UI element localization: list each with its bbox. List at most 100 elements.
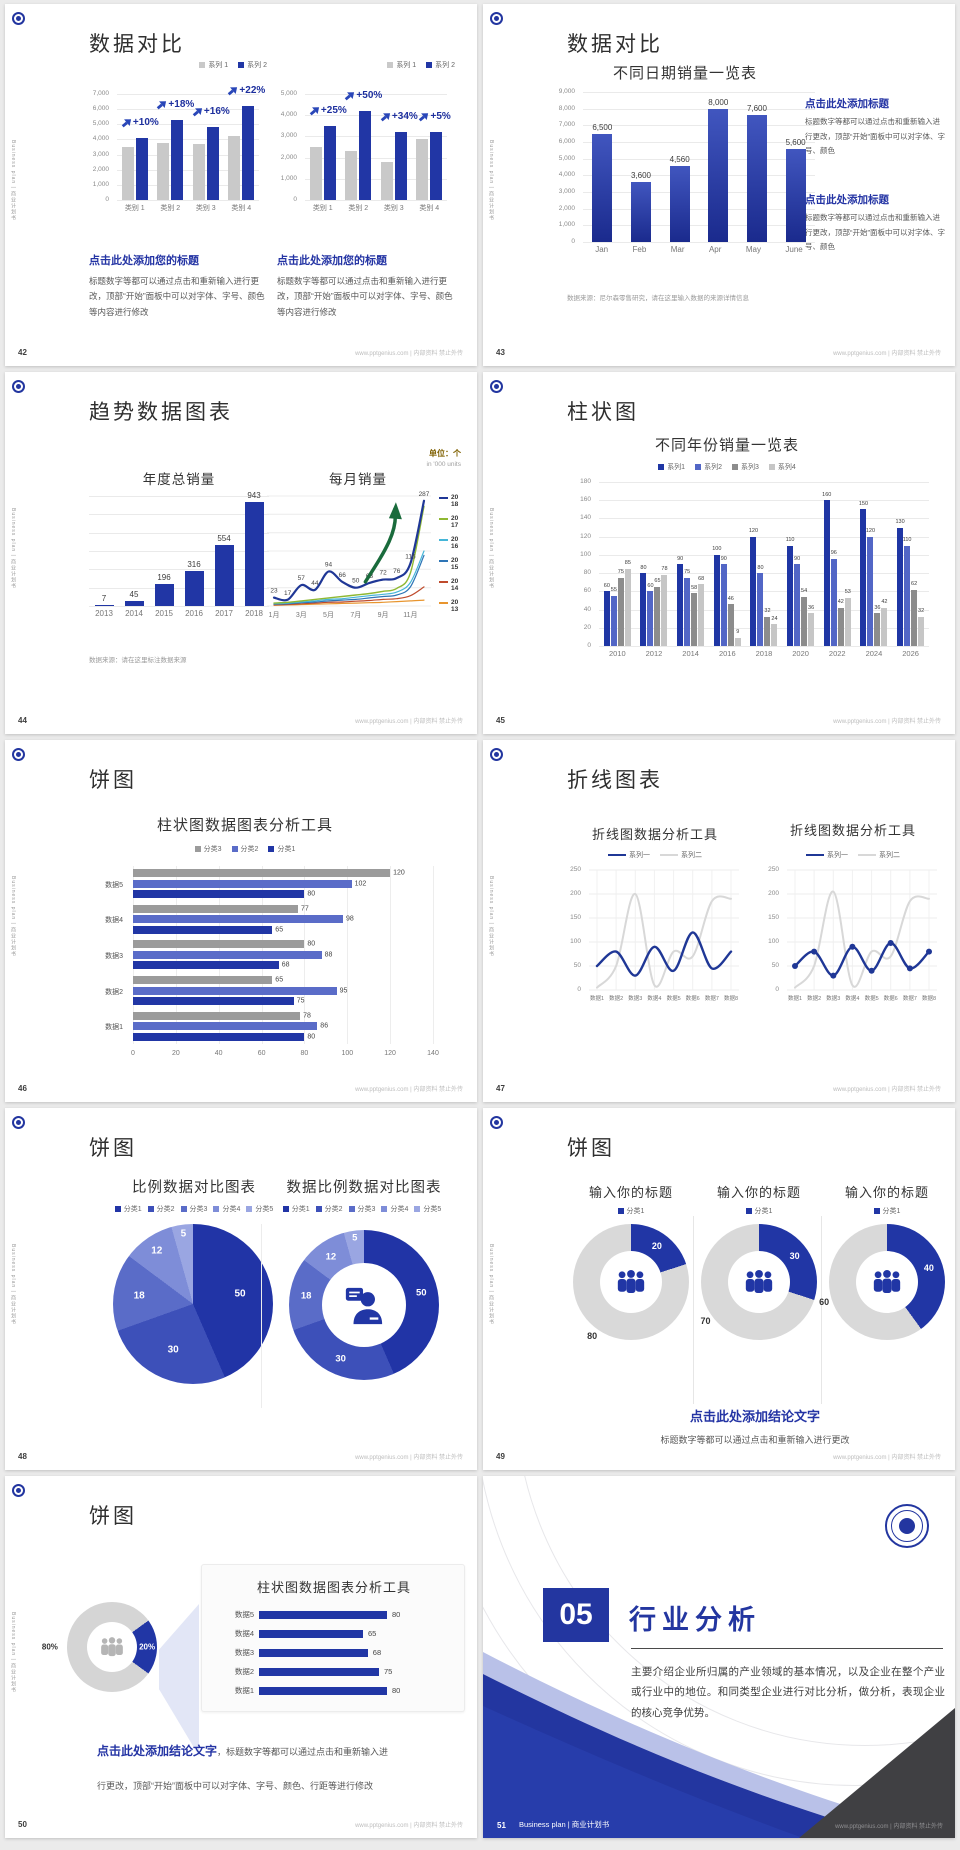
chart-legend: 分类1 分类2 分类3 分类4 分类5 [255, 1204, 469, 1214]
page-number: 44 [18, 716, 27, 725]
chart-legend: 系列一 系列二 [765, 850, 941, 860]
source-note: 数据来源：请在这里标注数据来源 [89, 657, 187, 664]
badge-logo-icon [12, 1116, 25, 1129]
bar-chart: 7,000 6,000 5,000 4,000 3,000 2,000 1,000 0 +10%… [92, 85, 266, 212]
badge-logo-icon [490, 380, 503, 393]
chart-title: 输入你的标题 [588, 1185, 673, 1200]
source-note: 数据来源：尼尔森零售研究，请在这里输入数据的来源详情信息 [567, 295, 749, 302]
page-number: 51 [497, 1821, 506, 1830]
chart-title: 每月销量 [329, 472, 387, 487]
slide-title: 折线图表 [567, 769, 663, 792]
site-footer: www.pptgenius.com | 内部资料 禁止外传 [355, 719, 463, 725]
chart-legend: 系列1 系列2 系列3 系列4 [587, 462, 867, 472]
badge-logo-icon [490, 748, 503, 761]
page-number: 49 [496, 1452, 505, 1461]
divider [821, 1216, 822, 1404]
chart-title: 折线图数据分析工具 [789, 823, 916, 838]
sidebar-vertical-text: Business plan | 商业计划书 [488, 140, 494, 222]
page-number: 46 [18, 1084, 27, 1093]
svg-text:287: 287 [419, 491, 430, 498]
block-heading: 点击此处添加您的标题 [89, 255, 199, 267]
increase-arrow-icon [419, 113, 429, 122]
chart-title: 比例数据对比图表 [132, 1180, 256, 1196]
section-number: 05 [543, 1588, 609, 1642]
svg-text:57: 57 [298, 575, 306, 582]
svg-text:72: 72 [379, 570, 387, 577]
chart-legend: 分类3 分类2 分类1 [105, 844, 385, 854]
slide-title: 饼图 [89, 769, 137, 792]
block-heading: 点击此处添加标题 [805, 98, 889, 110]
line-chart: 250 200 150 100 50 0 数据1 数据2 数据3 数据4 数据5 数据6 数据7 数据8 [570, 866, 739, 1002]
svg-text:76: 76 [393, 568, 401, 575]
year-legend: 20 18 20 17 20 16 20 15 20 14 20 13 [439, 494, 458, 614]
analysis-panel: 柱状图数据图表分析工具 数据5 80 数据4 65 数据3 68 数据2 75 数据1 80 [201, 1564, 465, 1712]
page-number: 47 [496, 1084, 505, 1093]
increase-arrow-icon [309, 107, 319, 116]
chart-legend: 系列 1 系列 2 [155, 60, 267, 70]
slide-50: Business plan | 商业计划书 饼图 20% 80% 柱状图数据图表分… [5, 1476, 477, 1838]
chart-title: 折线图数据分析工具 [591, 827, 718, 842]
chart-title: 数据比例数据对比图表 [286, 1180, 442, 1196]
bar-chart: 9,000 8,000 7,000 6,000 5,000 4,000 3,000 2,000… [547, 86, 827, 286]
sidebar-vertical-text: Business plan | 商业计划书 [10, 1244, 16, 1326]
chart-legend: 系列一 系列二 [567, 850, 743, 860]
site-footer: www.pptgenius.com | 内部资料 禁止外传 [355, 1455, 463, 1461]
text-block: 点击此处添加标题 标题数字等都可以通过点击和重新输入进行更改，顶部“开始”面板中… [805, 96, 945, 159]
donut-chart: 20% 80% [42, 1602, 157, 1692]
page-number: 48 [18, 1452, 27, 1461]
increase-arrow-icon [121, 119, 131, 128]
block-heading: 点击此处添加标题 [805, 194, 889, 206]
badge-logo-icon [12, 380, 25, 393]
chart-title: 输入你的标题 [844, 1185, 929, 1200]
page-number: 50 [18, 1820, 27, 1829]
sidebar-vertical-text: Business plan | 商业计划书 [10, 140, 16, 222]
badge-logo-icon [12, 748, 25, 761]
sidebar-vertical-text: Business plan | 商业计划书 [10, 876, 16, 958]
svg-text:44: 44 [311, 580, 319, 587]
slide-42: Business plan | 商业计划书 数据对比 系列 1 系列 2 7,00… [5, 4, 477, 366]
site-footer: www.pptgenius.com | 内部资料 禁止外传 [835, 1824, 943, 1830]
conclusion-heading: 点击此处添加结论文字 [97, 1744, 218, 1758]
slide-45: Business plan | 商业计划书 柱状图 不同年份销量一览表 系列1 系… [483, 372, 955, 734]
sidebar-vertical-text: Business plan | 商业计划书 [488, 876, 494, 958]
slide-title: 饼图 [567, 1137, 615, 1160]
slide-title: 数据对比 [567, 33, 663, 56]
badge-logo-icon [12, 1484, 25, 1497]
slide-title: 柱状图 [567, 401, 639, 424]
divider [261, 1224, 262, 1408]
slide-43: Business plan | 商业计划书 数据对比 不同日期销量一览表 9,0… [483, 4, 955, 366]
block-body: 标题数字等都可以通过点击和重新输入进行更改，顶部“开始”面板中可以对字体、字号、… [89, 276, 265, 317]
slide-title: 饼图 [89, 1137, 137, 1160]
badge-logo-icon [490, 12, 503, 25]
page-number: 42 [18, 348, 27, 357]
chart-title: 输入你的标题 [716, 1185, 801, 1200]
site-footer: www.pptgenius.com | 内部资料 禁止外传 [833, 351, 941, 357]
bar-chart: 5,000 4,000 3,000 2,000 1,000 0 +25% +50% +34% +5… [280, 90, 451, 212]
bar-chart: 180 160 140 120 100 80 60 40 20 0 60 55 75 85 80 60 65 78… [575, 476, 931, 686]
donut-chart: 40 60 [819, 1224, 945, 1340]
chart-title: 不同年份销量一览表 [654, 437, 799, 454]
increase-arrow-icon [157, 100, 167, 110]
divider [693, 1216, 694, 1404]
title-underline [631, 1648, 943, 1649]
increase-arrow-icon [192, 108, 202, 117]
chart-legend: 分类1 [561, 1206, 701, 1216]
horizontal-bar-chart: 120 102 80 77 98 65 80 88 68 65 95 75 78 86 80 数据5 数据4 数据… [93, 862, 459, 1074]
site-footer: www.pptgenius.com | 内部资料 禁止外传 [355, 1087, 463, 1093]
svg-text:50: 50 [352, 578, 360, 585]
unit-label: 单位：个 in '000 units [426, 449, 462, 468]
sidebar-vertical-text: Business plan | 商业计划书 [488, 508, 494, 590]
slide-46: Business plan | 商业计划书 饼图 柱状图数据图表分析工具 分类3… [5, 740, 477, 1102]
line-chart: 23 17 57 44 94 66 50 63 72 76 116 287 1月 3月 5月 7月 9月 11月 [267, 490, 431, 619]
line-chart: 250 200 150 100 50 0 数据1 数据2 数据3 数据4 数据5 数据6 数据7 数据8 [768, 866, 937, 1002]
site-footer: www.pptgenius.com | 内部资料 禁止外传 [355, 1823, 463, 1829]
sidebar-vertical-text: Business plan | 商业计划书 [10, 508, 16, 590]
swoosh-graphic [483, 1652, 955, 1838]
footer-label: Business plan | 商业计划书 [519, 1820, 610, 1829]
chart-legend: 分类1 [817, 1206, 955, 1216]
bar-chart: 7 45 196 316 554 943 2013 2014 2015 2016 2017 2018 [89, 488, 269, 638]
chart-legend: 分类1 分类2 分类3 分类4 分类5 [85, 1204, 303, 1214]
panel-title: 柱状图数据图表分析工具 [256, 1580, 411, 1595]
svg-text:23: 23 [270, 588, 278, 595]
